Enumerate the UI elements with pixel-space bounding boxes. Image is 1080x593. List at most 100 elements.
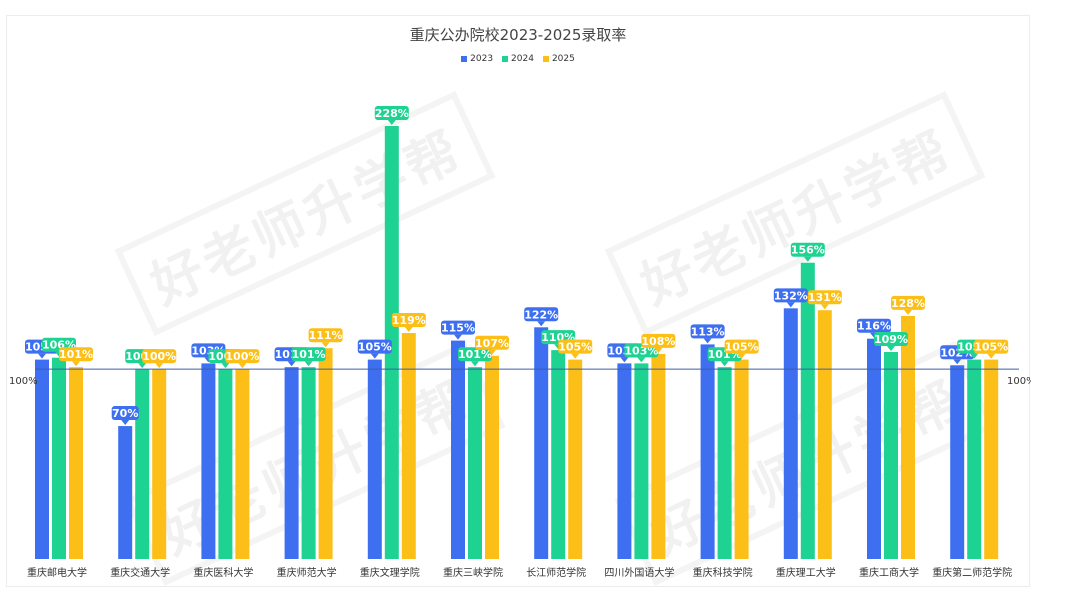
- data-label-bg-2023-1: [111, 406, 139, 421]
- legend: 2023 2024 2025: [7, 54, 1029, 64]
- data-label-pointer-2023-8: [703, 338, 712, 344]
- bar-2024-3[interactable]: [301, 367, 316, 559]
- chart-title: 重庆公办院校2023-2025录取率: [409, 26, 627, 44]
- bar-2023-5[interactable]: [451, 340, 465, 559]
- legend-swatch-2025: [542, 56, 549, 62]
- data-label-bg-2024-4: [374, 106, 409, 120]
- data-label-2025-8: 105%: [725, 341, 759, 354]
- bar-2024-11[interactable]: [967, 359, 982, 559]
- bar-2025-3[interactable]: [318, 348, 333, 559]
- data-label-bg-2024-9: [790, 242, 825, 257]
- x-tick-label: 重庆师范大学: [277, 566, 337, 579]
- bar-2023-10[interactable]: [867, 338, 881, 559]
- data-label-bg-2025-7: [641, 333, 676, 348]
- data-label-pointer-2024-8: [720, 361, 729, 367]
- data-label-bg-2024-3: [291, 347, 326, 362]
- legend-item-2025[interactable]: 2025: [542, 54, 575, 64]
- x-tick-label: 四川外国语大学: [604, 566, 674, 579]
- data-label-pointer-2024-9: [803, 256, 812, 262]
- x-tick-label: 重庆第二师范学院: [932, 566, 1012, 579]
- bar-2024-9[interactable]: [800, 262, 815, 559]
- data-label-bg-2025-6: [558, 339, 593, 354]
- bar-2023-1[interactable]: [118, 426, 133, 559]
- bar-chart-plot: 重庆邮电大学 重庆交通大学 重庆医科大学 重庆师范大学 重庆文理学院 重庆三峡学院 长江师范…: [9, 106, 1031, 579]
- data-label-2023-9: 132%: [774, 289, 808, 302]
- data-label-bg-2023-4: [357, 339, 392, 354]
- bar-2023-3[interactable]: [284, 367, 299, 559]
- data-label-2024-10: 109%: [874, 333, 908, 346]
- data-label-pointer-2024-7: [637, 357, 646, 363]
- data-label-2024-4: 228%: [375, 107, 409, 120]
- data-label-2025-1: 100%: [142, 350, 176, 363]
- bar-2023-2[interactable]: [201, 363, 216, 559]
- legend-item-2023[interactable]: 2023: [461, 54, 493, 64]
- data-label-bg-2025-2: [225, 349, 260, 364]
- data-label-2023-5: 115%: [441, 322, 475, 335]
- legend-label-2025: 2025: [551, 54, 575, 64]
- bar-2025-5[interactable]: [485, 355, 499, 559]
- x-tick-label: 长江师范学院: [526, 566, 586, 579]
- data-label-2025-11: 105%: [974, 341, 1008, 354]
- bar-2023-6[interactable]: [534, 327, 549, 559]
- bar-2023-8[interactable]: [700, 344, 715, 559]
- data-label-bg-2024-5: [458, 347, 492, 362]
- data-label-2025-2: 100%: [225, 350, 259, 363]
- bar-2023-4[interactable]: [367, 359, 382, 559]
- bar-2025-0[interactable]: [69, 367, 83, 559]
- bar-2025-2[interactable]: [235, 369, 250, 559]
- data-label-pointer-2025-7: [654, 347, 663, 353]
- data-label-bg-2023-9: [773, 288, 808, 303]
- data-label-2025-4: 119%: [392, 314, 426, 327]
- data-label-bg-2025-8: [724, 339, 759, 354]
- bar-2024-4[interactable]: [384, 126, 399, 559]
- bar-2023-11[interactable]: [950, 365, 965, 559]
- data-label-pointer-2025-5: [488, 349, 496, 355]
- bar-2025-9[interactable]: [817, 310, 832, 559]
- bar-2024-8[interactable]: [717, 367, 732, 559]
- bar-2025-7[interactable]: [651, 353, 666, 559]
- bar-2023-9[interactable]: [783, 308, 798, 559]
- bar-2023-0[interactable]: [35, 359, 49, 559]
- data-label-pointer-2023-6: [537, 321, 546, 327]
- bar-2025-8[interactable]: [734, 359, 749, 559]
- x-tick-label: 重庆三峡学院: [443, 566, 503, 579]
- bar-2024-0[interactable]: [52, 357, 66, 559]
- data-label-bg-2025-10: [891, 295, 925, 310]
- data-label-2025-9: 131%: [808, 291, 842, 304]
- bar-2024-1[interactable]: [135, 369, 150, 559]
- data-label-pointer-2025-10: [904, 309, 912, 315]
- bar-2024-5[interactable]: [468, 367, 482, 559]
- legend-label-2024: 2024: [511, 54, 534, 64]
- data-label-pointer-2024-5: [471, 361, 479, 367]
- data-label-pointer-2023-11: [953, 359, 962, 365]
- bar-2025-4[interactable]: [401, 333, 416, 559]
- data-label-pointer-2024-3: [304, 361, 313, 367]
- reference-label-left: 100%: [9, 376, 38, 387]
- x-tick-label: 重庆医科大学: [193, 566, 253, 579]
- data-label-2023-1: 70%: [112, 407, 138, 420]
- data-label-bg-2025-1: [142, 349, 177, 364]
- legend-item-2024[interactable]: 2024: [502, 54, 534, 64]
- bar-2025-10[interactable]: [901, 315, 915, 559]
- bar-2024-2[interactable]: [218, 369, 233, 559]
- reference-label-right: 100%: [1007, 376, 1031, 387]
- data-label-pointer-2025-4: [404, 327, 413, 333]
- data-label-2024-9: 156%: [791, 244, 825, 257]
- x-tick-label: 重庆交通大学: [110, 566, 170, 579]
- bar-2025-11[interactable]: [984, 359, 999, 559]
- bar-2025-1[interactable]: [152, 369, 167, 559]
- bar-2024-7[interactable]: [634, 363, 649, 559]
- bar-2024-6[interactable]: [551, 350, 566, 559]
- bar-2025-6[interactable]: [568, 359, 583, 559]
- data-label-bg-2023-8: [690, 324, 725, 339]
- data-label-pointer-2023-3: [287, 361, 296, 367]
- bar-2024-10[interactable]: [884, 351, 898, 559]
- data-label-pointer-2025-9: [820, 304, 829, 310]
- data-label-2025-5: 107%: [475, 337, 509, 350]
- data-label-2023-10: 116%: [857, 320, 891, 333]
- data-label-pointer-2024-10: [887, 345, 895, 351]
- data-label-bg-2025-9: [807, 290, 842, 305]
- bar-2023-7[interactable]: [617, 363, 632, 559]
- data-label-pointer-2025-3: [321, 342, 330, 348]
- legend-label-2023: 2023: [470, 54, 494, 64]
